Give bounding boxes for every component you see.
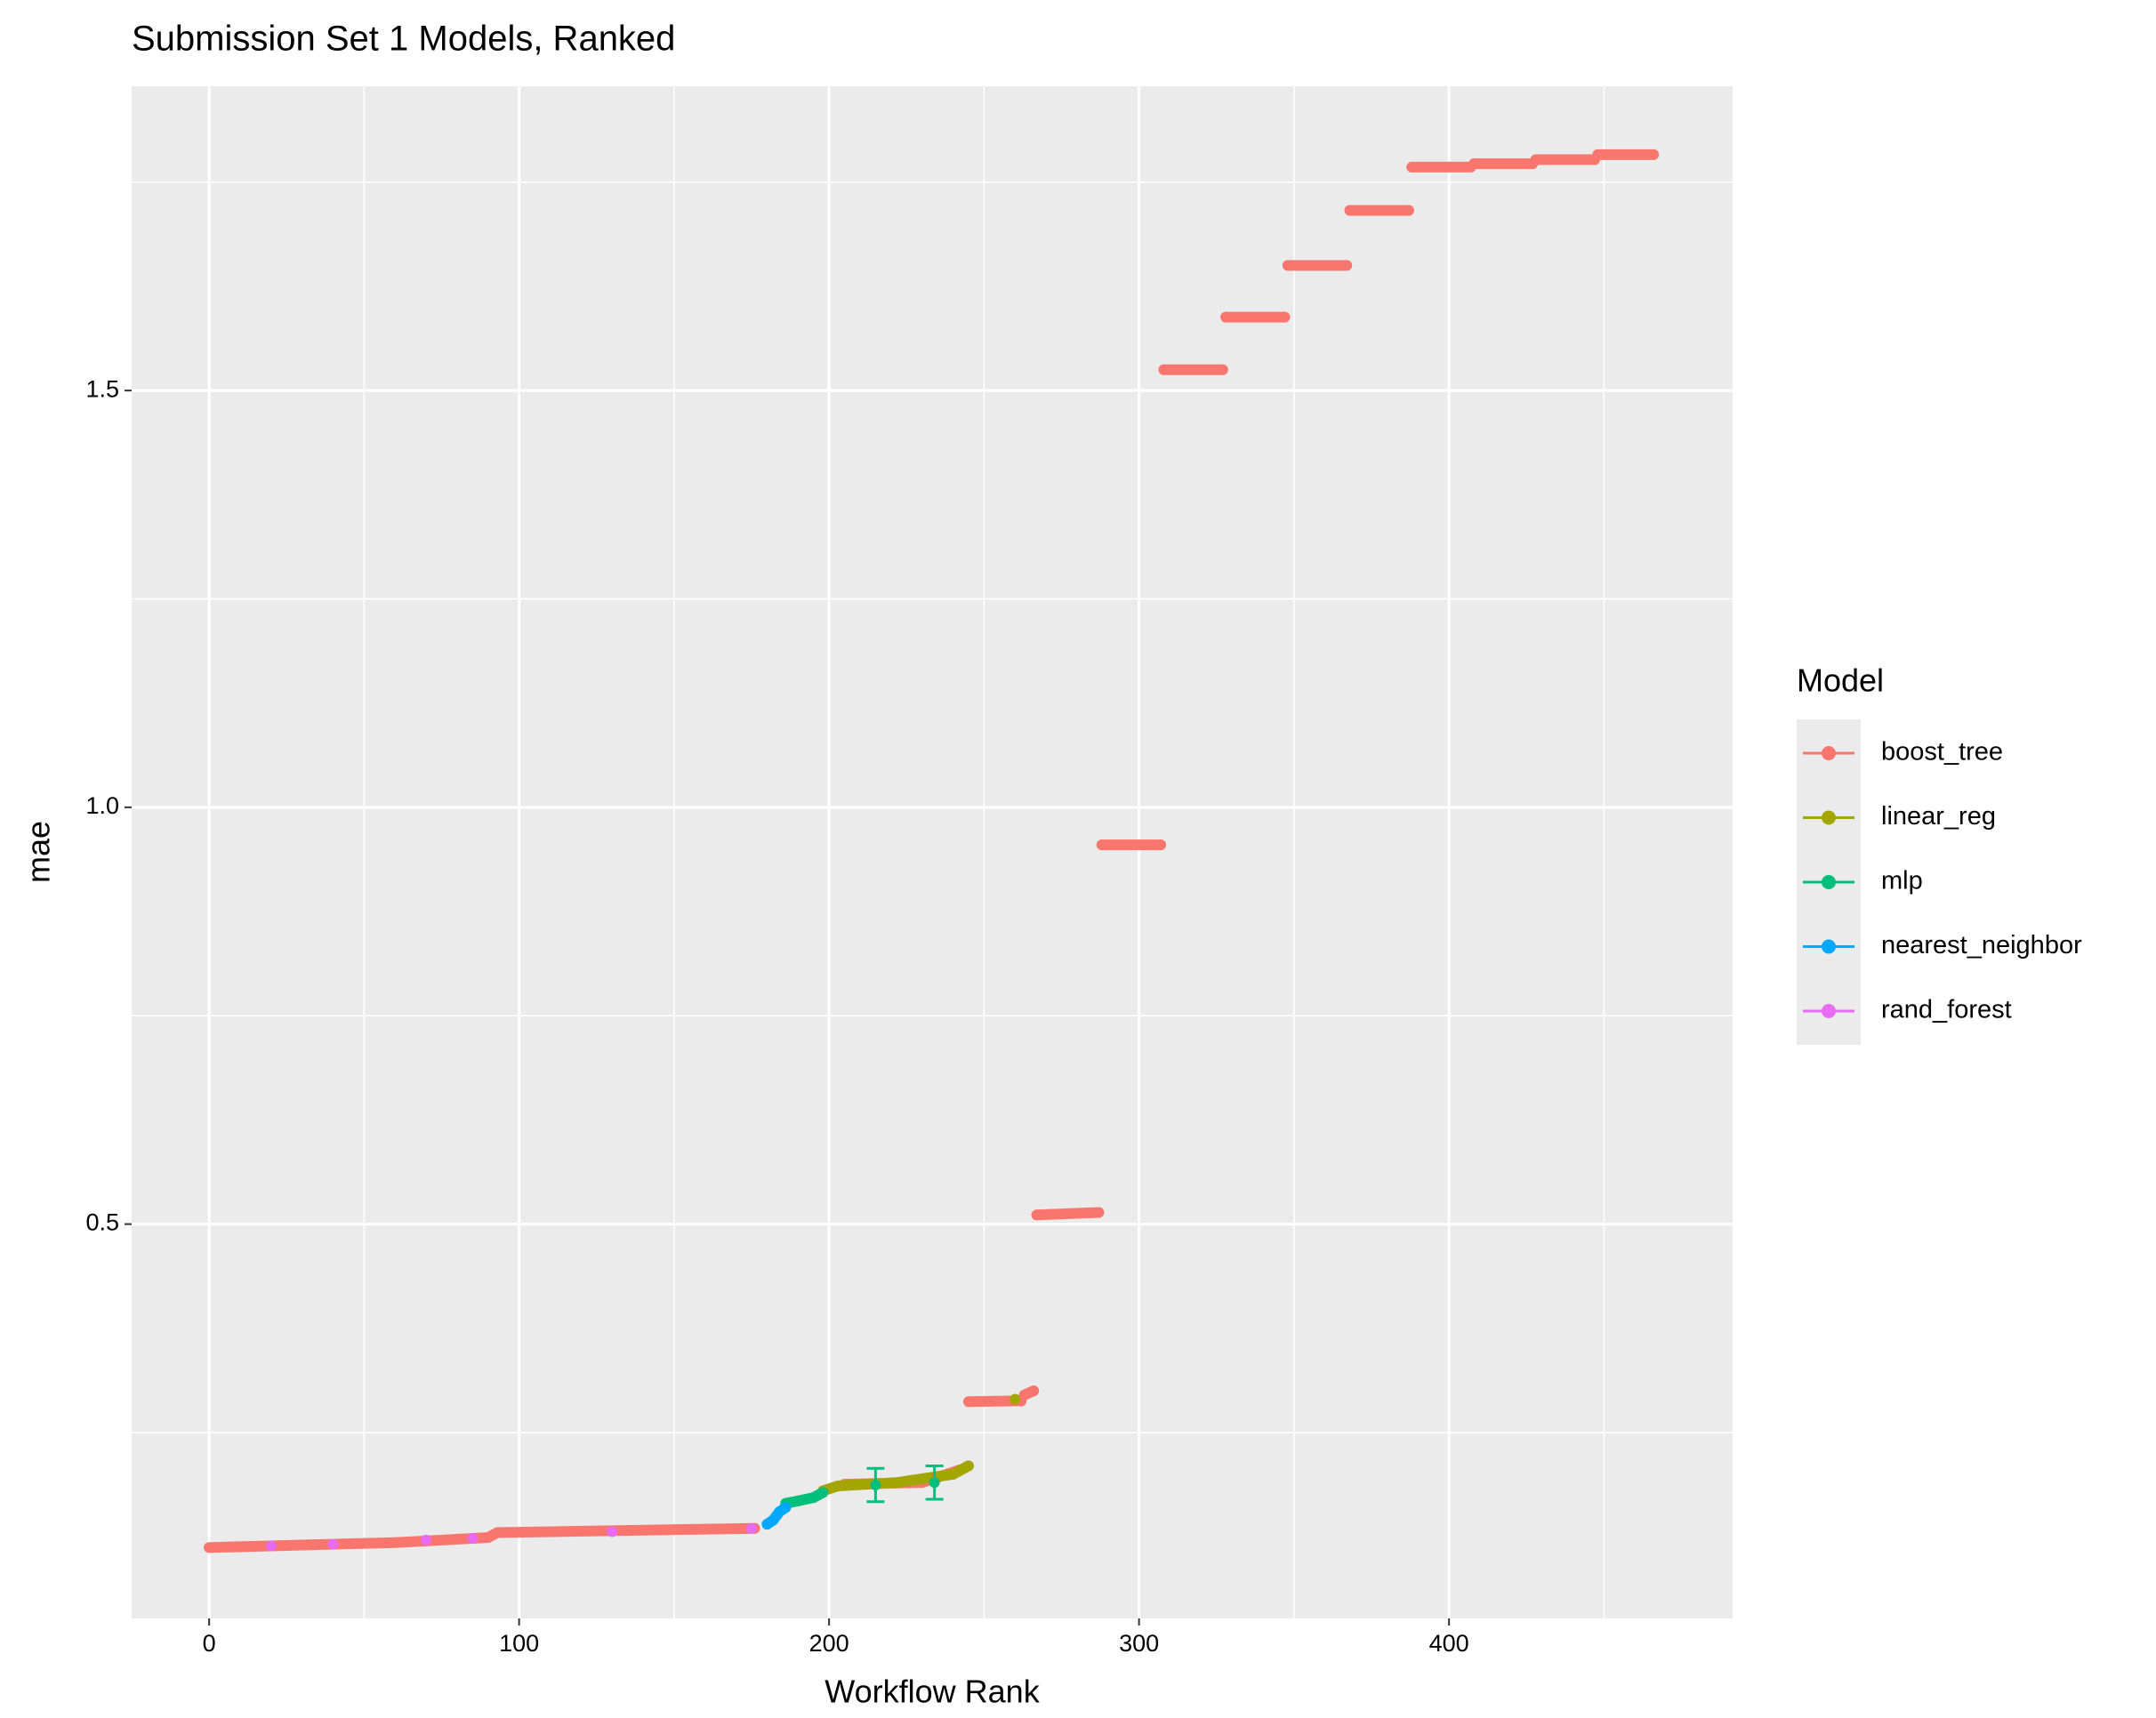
point	[1096, 839, 1107, 851]
legend-title: Model	[1797, 662, 1884, 699]
legend-key-point	[1822, 875, 1836, 889]
point	[808, 1492, 819, 1504]
legend-key-point	[1822, 746, 1836, 760]
point	[870, 1480, 881, 1491]
x-tick-label: 200	[809, 1630, 849, 1657]
point	[780, 1502, 792, 1513]
legend-label: nearest_neighbor	[1881, 931, 2082, 959]
point	[1279, 311, 1291, 323]
point	[1220, 311, 1232, 323]
point	[962, 1396, 974, 1408]
point	[1018, 1389, 1030, 1401]
point	[817, 1487, 829, 1498]
point	[390, 1537, 401, 1548]
point	[1031, 1209, 1042, 1221]
point	[607, 1526, 618, 1537]
point	[745, 1522, 757, 1534]
y-tick-label: 0.5	[85, 1209, 119, 1236]
x-tick-label: 0	[203, 1630, 216, 1657]
point	[204, 1542, 215, 1553]
point	[1217, 364, 1228, 375]
y-tick-label: 1.5	[85, 375, 119, 402]
point	[265, 1540, 277, 1552]
point	[1028, 1385, 1040, 1397]
legend-label: mlp	[1881, 867, 1923, 895]
point	[929, 1477, 940, 1489]
point	[1344, 205, 1356, 216]
x-axis-title: Workflow Rank	[825, 1674, 1040, 1710]
y-tick-label: 1.0	[85, 792, 119, 819]
point	[792, 1495, 804, 1506]
point	[768, 1514, 779, 1526]
point	[492, 1527, 503, 1538]
point	[1010, 1393, 1021, 1405]
x-tick-label: 300	[1119, 1630, 1159, 1657]
legend-label: rand_forest	[1881, 996, 2012, 1024]
point	[891, 1477, 903, 1489]
chart-title: Submission Set 1 Models, Ranked	[132, 20, 675, 59]
legend-key-point	[1822, 810, 1836, 825]
point	[1093, 1207, 1105, 1218]
point	[860, 1479, 872, 1490]
point	[1403, 205, 1414, 216]
legend-key-point	[1822, 1004, 1836, 1018]
point	[1282, 260, 1293, 271]
point	[1341, 260, 1353, 271]
point	[482, 1532, 494, 1544]
legend-key-point	[1822, 939, 1836, 954]
point	[962, 1460, 974, 1472]
y-axis-title: mae	[20, 821, 57, 883]
point	[421, 1534, 432, 1545]
point	[1648, 149, 1660, 160]
point	[1406, 161, 1418, 173]
legend-label: linear_reg	[1881, 802, 1996, 831]
point	[1155, 839, 1167, 851]
point	[327, 1538, 339, 1550]
point	[1468, 158, 1480, 170]
point	[1592, 149, 1604, 160]
point	[1158, 364, 1170, 375]
point	[1530, 154, 1541, 165]
point	[947, 1468, 959, 1480]
point	[833, 1480, 844, 1491]
point	[467, 1533, 479, 1545]
x-tick-label: 100	[499, 1630, 539, 1657]
panel	[132, 86, 1733, 1618]
legend-label: boost_tree	[1881, 738, 2003, 767]
x-tick-label: 400	[1429, 1630, 1469, 1657]
series-line	[1031, 1207, 1105, 1221]
